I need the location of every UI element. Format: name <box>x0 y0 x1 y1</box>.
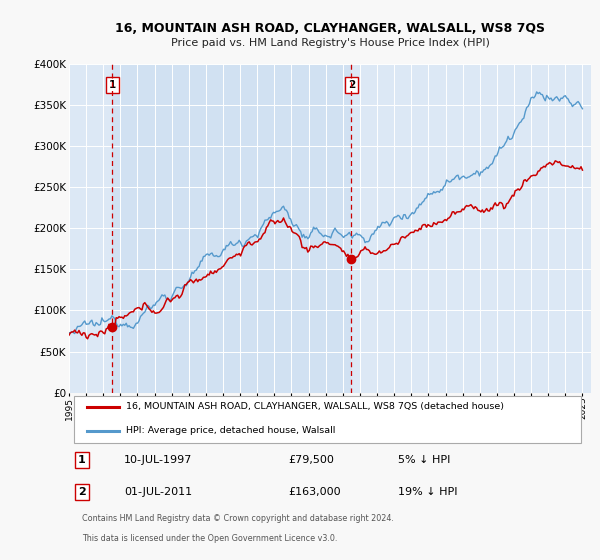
Text: 10-JUL-1997: 10-JUL-1997 <box>124 455 192 465</box>
Text: £79,500: £79,500 <box>288 455 334 465</box>
Text: This data is licensed under the Open Government Licence v3.0.: This data is licensed under the Open Gov… <box>82 534 337 543</box>
Text: 5% ↓ HPI: 5% ↓ HPI <box>398 455 450 465</box>
Text: 16, MOUNTAIN ASH ROAD, CLAYHANGER, WALSALL, WS8 7QS: 16, MOUNTAIN ASH ROAD, CLAYHANGER, WALSA… <box>115 22 545 35</box>
Text: 19% ↓ HPI: 19% ↓ HPI <box>398 487 457 497</box>
FancyBboxPatch shape <box>74 396 581 443</box>
Text: 01-JUL-2011: 01-JUL-2011 <box>124 487 192 497</box>
Bar <box>112 64 352 393</box>
Text: £163,000: £163,000 <box>288 487 341 497</box>
Text: Contains HM Land Registry data © Crown copyright and database right 2024.: Contains HM Land Registry data © Crown c… <box>82 514 394 522</box>
Text: 2: 2 <box>348 80 355 90</box>
Text: 1: 1 <box>78 455 86 465</box>
Text: 1: 1 <box>109 80 116 90</box>
Text: HPI: Average price, detached house, Walsall: HPI: Average price, detached house, Wals… <box>127 426 336 435</box>
Text: 2: 2 <box>78 487 86 497</box>
Text: 16, MOUNTAIN ASH ROAD, CLAYHANGER, WALSALL, WS8 7QS (detached house): 16, MOUNTAIN ASH ROAD, CLAYHANGER, WALSA… <box>127 402 505 411</box>
Text: Price paid vs. HM Land Registry's House Price Index (HPI): Price paid vs. HM Land Registry's House … <box>170 38 490 48</box>
